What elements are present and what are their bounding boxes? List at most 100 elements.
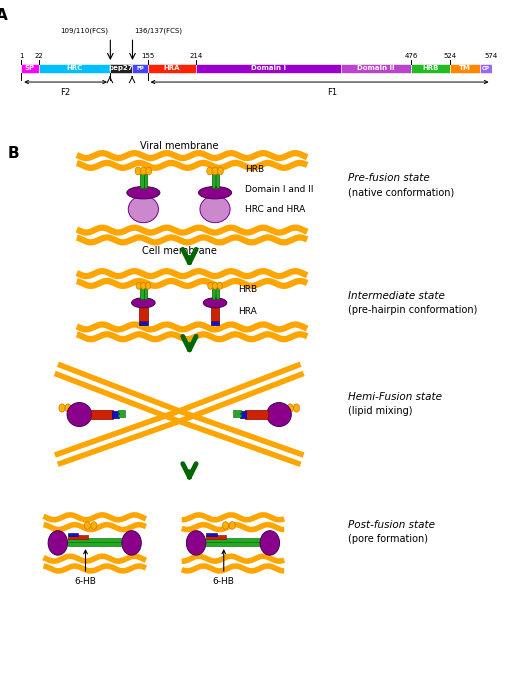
Text: 524: 524 <box>444 53 457 59</box>
Bar <box>68 539 121 542</box>
Text: B: B <box>8 146 19 160</box>
Bar <box>22 63 38 73</box>
Ellipse shape <box>218 167 223 175</box>
Bar <box>216 174 219 188</box>
Text: (lipid mixing): (lipid mixing) <box>348 406 413 415</box>
Text: 155: 155 <box>141 53 154 59</box>
Text: 214: 214 <box>189 53 203 59</box>
Bar <box>112 411 119 418</box>
Text: A: A <box>0 8 8 23</box>
Text: pep27: pep27 <box>109 65 133 71</box>
Ellipse shape <box>267 403 291 426</box>
Ellipse shape <box>207 167 212 175</box>
Text: HRC: HRC <box>66 65 82 71</box>
Ellipse shape <box>212 282 218 289</box>
Text: HRB: HRB <box>245 165 264 174</box>
Ellipse shape <box>186 530 206 555</box>
Text: HRA: HRA <box>164 65 180 71</box>
Bar <box>245 410 268 419</box>
Bar <box>212 288 215 299</box>
Ellipse shape <box>222 522 228 529</box>
Ellipse shape <box>140 167 146 175</box>
Ellipse shape <box>84 522 91 529</box>
Ellipse shape <box>212 167 218 175</box>
Ellipse shape <box>59 404 65 412</box>
Text: TM: TM <box>459 65 471 71</box>
Ellipse shape <box>293 404 300 412</box>
Text: Viral membrane: Viral membrane <box>140 141 219 151</box>
Text: Pre-fusion state: Pre-fusion state <box>348 173 430 184</box>
Text: 6-HB: 6-HB <box>213 550 234 585</box>
Ellipse shape <box>229 522 236 529</box>
Bar <box>211 321 219 325</box>
Bar <box>110 63 132 73</box>
Bar <box>144 174 147 188</box>
Ellipse shape <box>141 282 146 289</box>
Text: CP: CP <box>482 66 490 71</box>
Text: F2: F2 <box>60 88 71 97</box>
Bar <box>139 321 147 325</box>
Bar <box>118 410 125 413</box>
Bar <box>140 288 143 299</box>
Ellipse shape <box>122 530 141 555</box>
Bar <box>68 542 121 546</box>
Ellipse shape <box>127 186 160 199</box>
Text: Domain II: Domain II <box>357 65 395 71</box>
Ellipse shape <box>145 282 151 289</box>
Ellipse shape <box>200 196 230 222</box>
Ellipse shape <box>287 404 293 412</box>
Bar <box>91 410 113 419</box>
Ellipse shape <box>65 404 71 412</box>
Bar <box>140 174 143 188</box>
Text: 136/137(FCS): 136/137(FCS) <box>134 28 182 34</box>
Text: (pore formation): (pore formation) <box>348 534 428 543</box>
Text: Intermediate state: Intermediate state <box>348 292 445 301</box>
Text: HRA: HRA <box>238 307 257 316</box>
Text: Domain I and II: Domain I and II <box>245 185 313 194</box>
Bar <box>206 542 260 546</box>
Text: Hemi-Fusion state: Hemi-Fusion state <box>348 392 442 402</box>
Text: HRB: HRB <box>238 285 257 294</box>
Text: (native conformation): (native conformation) <box>348 187 455 197</box>
Ellipse shape <box>132 298 155 308</box>
Ellipse shape <box>203 298 227 308</box>
Bar <box>451 63 480 73</box>
Bar <box>147 63 196 73</box>
Bar <box>206 535 226 539</box>
Text: Post-fusion state: Post-fusion state <box>348 520 435 530</box>
Text: 22: 22 <box>34 53 43 59</box>
Ellipse shape <box>67 403 92 426</box>
Ellipse shape <box>135 167 141 175</box>
Text: 6-HB: 6-HB <box>75 550 96 585</box>
Bar <box>212 174 215 188</box>
Bar <box>233 410 241 413</box>
Text: FP: FP <box>136 66 144 71</box>
Ellipse shape <box>129 196 158 222</box>
Bar <box>196 63 340 73</box>
Bar <box>139 305 147 321</box>
Text: (pre-hairpin conformation): (pre-hairpin conformation) <box>348 305 478 315</box>
Bar <box>38 63 110 73</box>
Bar <box>118 414 125 418</box>
Ellipse shape <box>217 282 222 289</box>
Bar <box>411 63 451 73</box>
Bar <box>206 539 260 542</box>
Text: SP: SP <box>25 65 35 71</box>
Ellipse shape <box>260 530 280 555</box>
Text: 574: 574 <box>485 53 498 59</box>
Text: Cell membrane: Cell membrane <box>142 246 217 256</box>
Bar <box>216 288 219 299</box>
Bar <box>68 535 88 539</box>
Bar <box>132 63 147 73</box>
Text: 109/110(FCS): 109/110(FCS) <box>61 28 109 34</box>
Ellipse shape <box>208 282 213 289</box>
Bar <box>68 532 78 536</box>
Ellipse shape <box>146 167 152 175</box>
Bar <box>144 288 147 299</box>
Bar <box>206 532 217 536</box>
Ellipse shape <box>91 522 97 529</box>
Text: F1: F1 <box>327 88 337 97</box>
Bar <box>480 63 492 73</box>
Ellipse shape <box>136 282 141 289</box>
Bar <box>211 305 219 321</box>
